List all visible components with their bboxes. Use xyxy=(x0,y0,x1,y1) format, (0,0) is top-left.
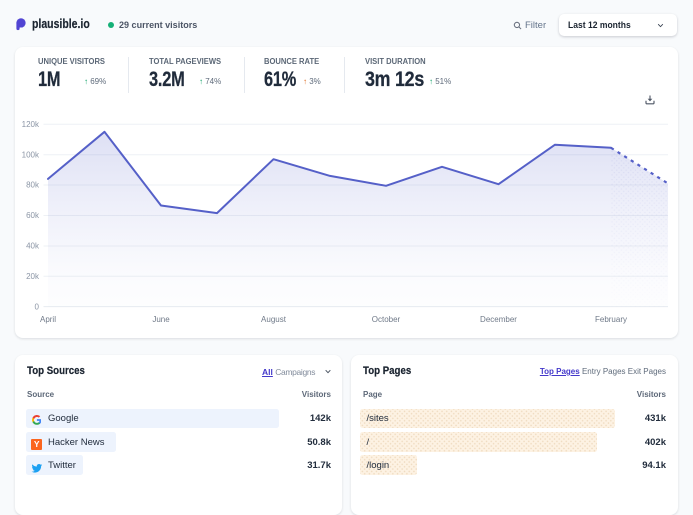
svg-text:April: April xyxy=(40,315,56,324)
svg-text:80k: 80k xyxy=(26,181,40,190)
svg-text:0: 0 xyxy=(35,302,40,311)
svg-text:20k: 20k xyxy=(26,272,40,281)
svg-text:February: February xyxy=(595,315,627,324)
svg-text:40k: 40k xyxy=(26,242,40,251)
svg-text:120k: 120k xyxy=(22,120,40,129)
svg-text:December: December xyxy=(480,315,517,324)
svg-text:October: October xyxy=(372,315,401,324)
svg-text:June: June xyxy=(152,315,170,324)
svg-text:60k: 60k xyxy=(26,211,40,220)
svg-text:100k: 100k xyxy=(22,150,40,159)
svg-text:August: August xyxy=(261,315,287,324)
